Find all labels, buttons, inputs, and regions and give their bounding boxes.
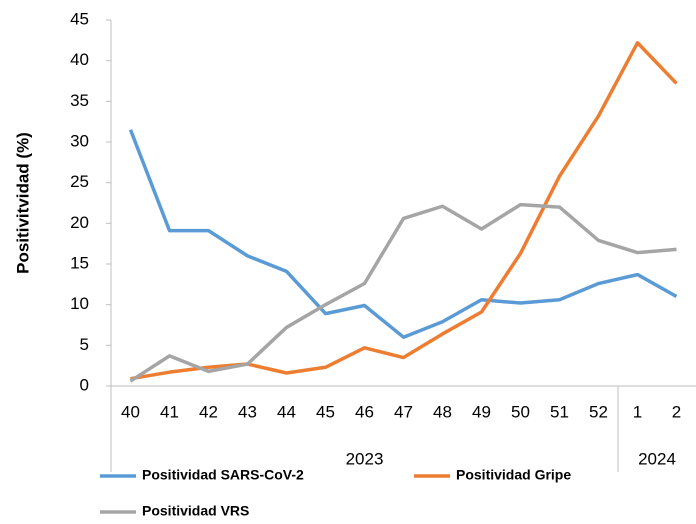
x-tick-label: 42 — [199, 402, 218, 421]
group-label: 2023 — [346, 449, 384, 468]
x-tick-label: 48 — [433, 402, 452, 421]
series-line — [128, 129, 678, 339]
legend-label: Positividad VRS — [142, 503, 249, 519]
x-tick-label: 1 — [633, 402, 642, 421]
x-tick-label: 45 — [316, 402, 335, 421]
x-tick-label: 46 — [355, 402, 374, 421]
y-tick-label: 20 — [70, 213, 89, 232]
y-tick-label: 25 — [70, 172, 89, 191]
x-tick-label: 40 — [121, 402, 140, 421]
series-line — [130, 41, 678, 381]
x-tick-label: 50 — [511, 402, 530, 421]
y-tick-label: 10 — [70, 294, 89, 313]
x-tick-label: 49 — [472, 402, 491, 421]
x-tick-label: 47 — [394, 402, 413, 421]
y-tick-label: 40 — [70, 50, 89, 69]
y-axis-label: Positivitvidad (%) — [13, 132, 32, 274]
y-tick-label: 0 — [80, 375, 89, 394]
legend-label: Positividad SARS-CoV-2 — [142, 467, 304, 483]
y-tick-label: 45 — [70, 9, 89, 28]
x-tick-label: 51 — [550, 402, 569, 421]
x-tick-label: 52 — [589, 402, 608, 421]
x-tick-label: 44 — [277, 402, 296, 421]
legend-label: Positividad Gripe — [456, 467, 571, 483]
x-tick-label: 43 — [238, 402, 257, 421]
y-tick-label: 35 — [70, 91, 89, 110]
x-tick-label: 41 — [160, 402, 179, 421]
y-tick-label: 5 — [80, 335, 89, 354]
x-tick-label: 2 — [672, 402, 681, 421]
series-line — [129, 202, 677, 383]
group-label: 2024 — [638, 449, 676, 468]
y-tick-label: 30 — [70, 131, 89, 150]
y-tick-label: 15 — [70, 253, 89, 272]
